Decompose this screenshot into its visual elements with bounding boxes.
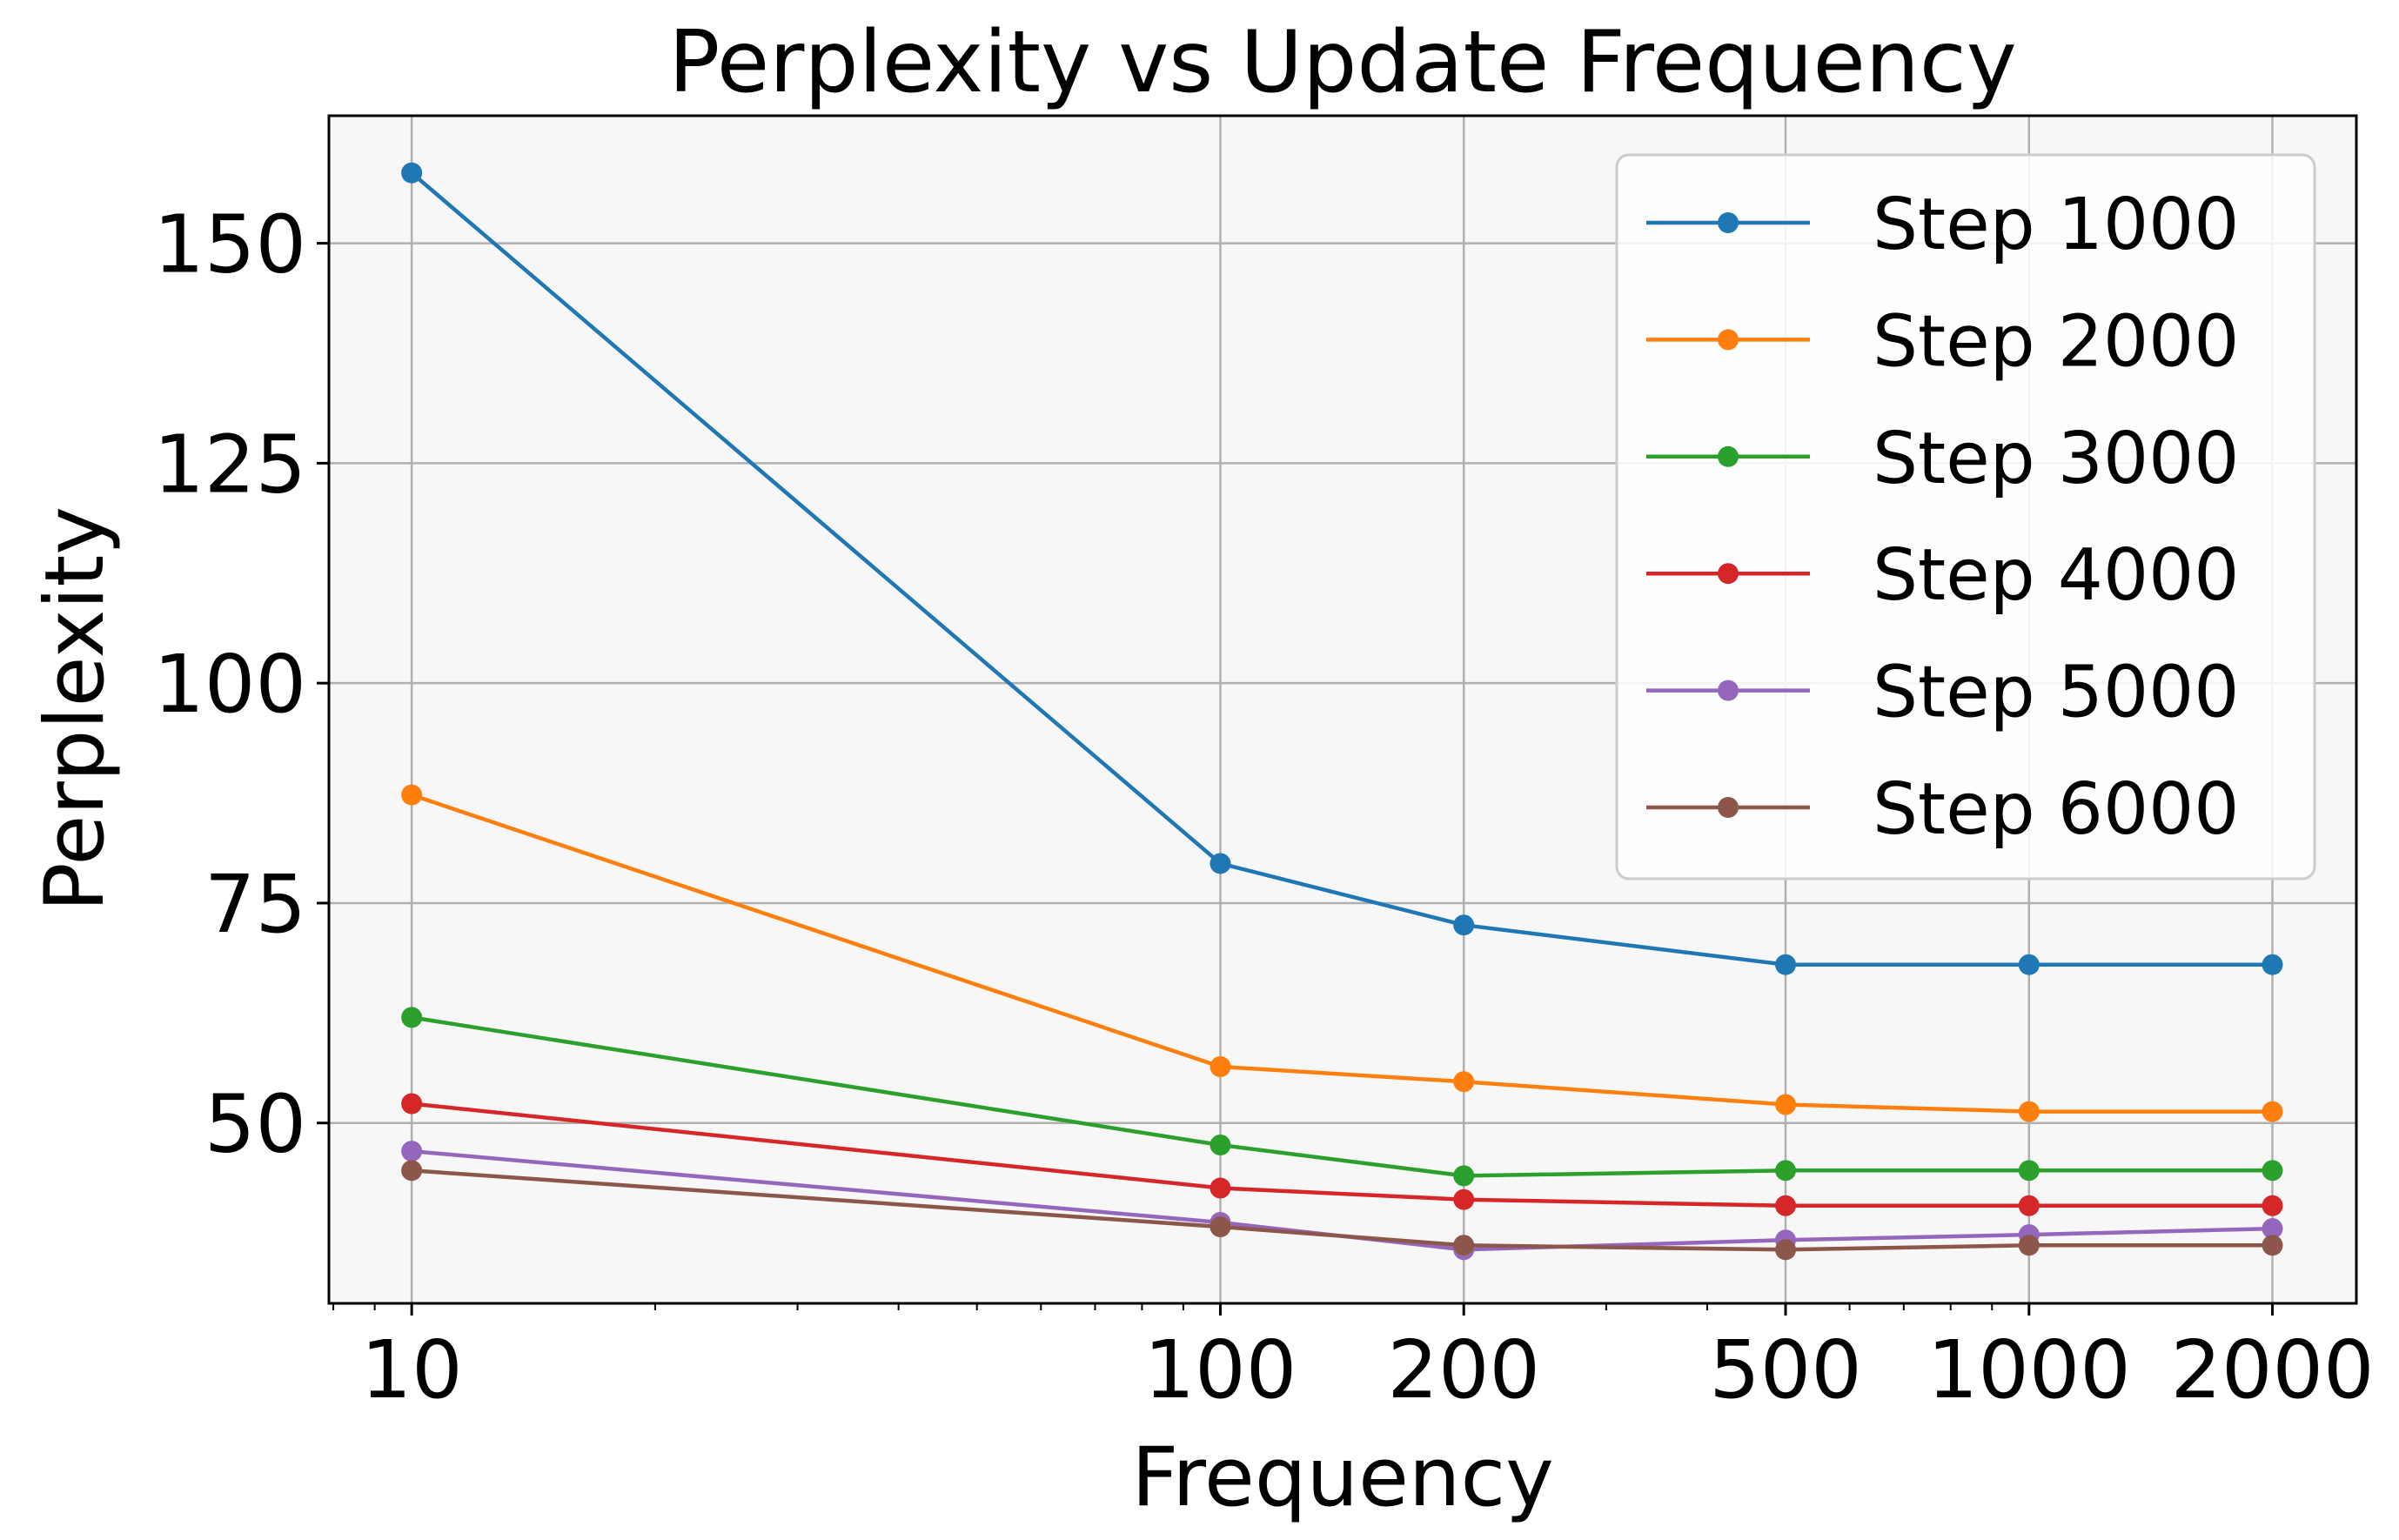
data-point (401, 1141, 423, 1162)
data-point (1210, 1135, 1231, 1155)
data-point (1453, 914, 1475, 936)
legend: Step 1000 Step 2000 Step 3000 Step 4000 Step… (1615, 153, 2316, 880)
x-tick-label: 10 (361, 1323, 463, 1416)
series-line (410, 171, 2273, 967)
plot-frame (327, 114, 2358, 1305)
data-point (401, 162, 423, 184)
x-axis-label: Frequency (1131, 1430, 1554, 1525)
legend-entry: Step 6000 (1646, 768, 2239, 851)
series-layer (401, 162, 2283, 1261)
data-point (1453, 1188, 1475, 1210)
data-point (401, 1093, 423, 1115)
series-line (411, 1101, 2273, 1209)
data-point (2018, 1235, 2040, 1256)
data-point (401, 1160, 423, 1182)
data-point (2262, 1160, 2283, 1182)
legend-entry: Step 5000 (1646, 652, 2239, 734)
x-tick-label: 200 (1387, 1323, 1540, 1416)
legend-label: Step 5000 (1873, 652, 2239, 734)
series-line (411, 1015, 2273, 1178)
x-tick-label: 1000 (1927, 1323, 2131, 1416)
y-tick-label: 100 (153, 638, 306, 731)
axis-ticks (317, 242, 2275, 1316)
chart-title: Perplexity vs Update Frequency (668, 13, 2017, 112)
series-step-4000 (401, 1093, 2283, 1216)
data-point (2018, 1160, 2040, 1182)
series-line (411, 793, 2273, 1114)
data-point (1210, 853, 1231, 874)
data-point (1453, 1071, 1475, 1093)
x-tick-label: 2000 (2170, 1323, 2374, 1416)
data-point (2262, 1101, 2283, 1122)
x-tick-label: 500 (1709, 1323, 1862, 1416)
data-point (1210, 1056, 1231, 1078)
data-point (2262, 1218, 2283, 1240)
data-point (1775, 954, 1797, 975)
data-point (2262, 954, 2283, 975)
data-point (1775, 1239, 1797, 1261)
data-point (1453, 1235, 1475, 1256)
legend-marker (1718, 329, 1739, 351)
x-tick-label: 100 (1144, 1323, 1297, 1416)
legend-marker (1718, 563, 1739, 585)
data-point (2018, 1195, 2040, 1216)
series-line (411, 1148, 2273, 1252)
legend-entry: Step 4000 (1646, 534, 2239, 617)
y-axis-label: Perplexity (28, 506, 123, 912)
series-step-6000 (401, 1160, 2283, 1261)
data-point (1775, 1094, 1797, 1115)
y-tick-label: 150 (153, 198, 306, 291)
legend-label: Step 6000 (1873, 768, 2239, 851)
data-point (2018, 954, 2040, 975)
data-point (1453, 1165, 1475, 1187)
legend-label: Step 4000 (1873, 534, 2239, 617)
legend-entry: Step 2000 (1646, 300, 2239, 383)
series-step-2000 (401, 784, 2283, 1122)
legend-label: Step 3000 (1873, 418, 2239, 500)
data-point (1210, 1216, 1231, 1238)
data-point (2262, 1235, 2283, 1256)
series-step-1000 (401, 162, 2283, 975)
legend-box (1615, 153, 2316, 880)
y-tick-label: 75 (204, 858, 306, 951)
data-point (1775, 1195, 1797, 1216)
legend-marker (1718, 797, 1739, 818)
data-point (1775, 1160, 1797, 1182)
legend-marker (1718, 212, 1739, 233)
data-point (401, 1007, 423, 1028)
data-point (401, 784, 423, 806)
y-tick-labels: 50 75 100 125 150 (153, 198, 306, 1171)
legend-entry: Step 1000 (1646, 184, 2239, 266)
legend-marker (1718, 680, 1739, 701)
data-point (2018, 1101, 2040, 1122)
legend-entry: Step 3000 (1646, 418, 2239, 500)
x-tick-labels: 10 100 200 500 1000 2000 (361, 1323, 2375, 1416)
data-point (2262, 1195, 2283, 1216)
legend-label: Step 1000 (1873, 184, 2239, 266)
data-point (1210, 1177, 1231, 1199)
legend-marker (1718, 445, 1739, 467)
series-step-3000 (401, 1007, 2283, 1187)
legend-label: Step 2000 (1873, 300, 2239, 383)
series-line (411, 1168, 2273, 1252)
y-tick-label: 125 (153, 418, 306, 511)
y-tick-label: 50 (204, 1078, 306, 1171)
